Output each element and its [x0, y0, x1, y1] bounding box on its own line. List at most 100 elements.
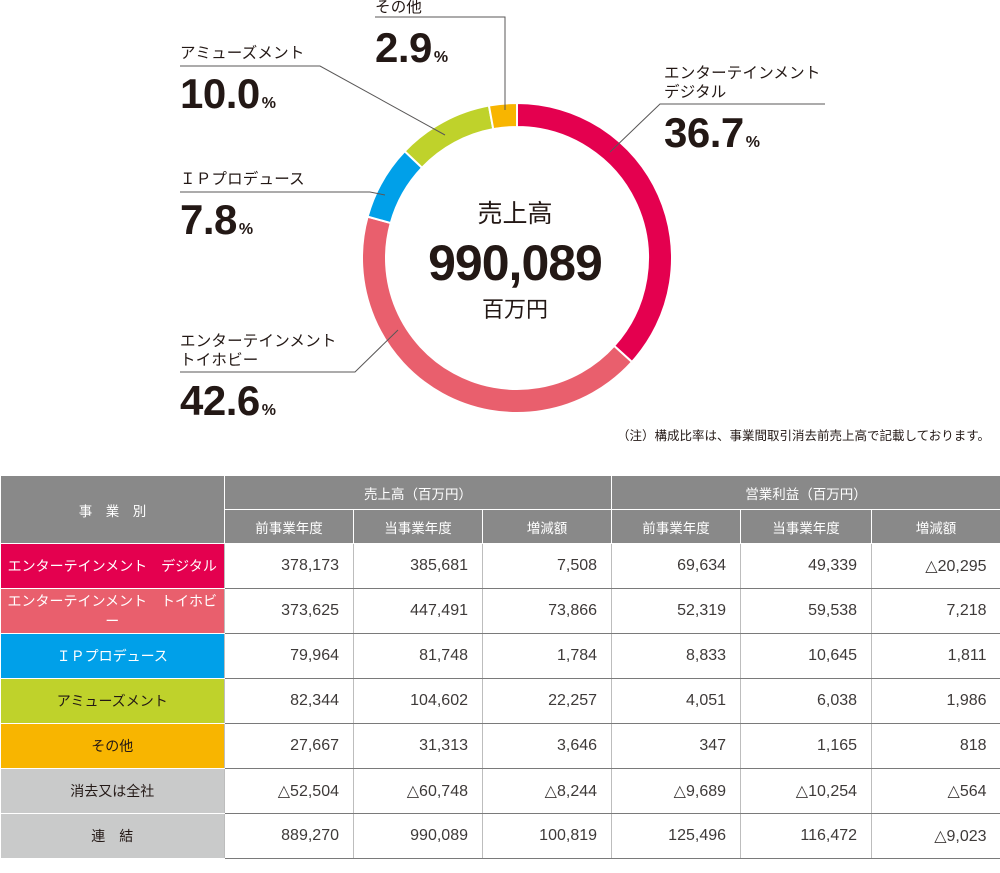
header-sales-group: 売上高（百万円） [223, 475, 613, 510]
leader-line-toyhobby [180, 329, 399, 373]
percent-unit: % [745, 134, 760, 151]
slice-percent-ip: 7.8% [180, 199, 253, 251]
slice-label-toyhobby: エンターテインメント トイホビー [180, 332, 337, 369]
value-cell: 31,313 [353, 723, 483, 769]
table-row: エンターテインメント トイホビー 373,625 447,491 73,866 52,3… [0, 588, 1000, 634]
leader-line-ip [180, 191, 386, 196]
value-cell: 1,165 [740, 723, 872, 769]
value-cell: △564 [871, 768, 1000, 814]
footnote: （注）構成比率は、事業間取引消去前売上高で記載しております。 [616, 428, 990, 443]
value-cell: 7,508 [481, 543, 612, 589]
value-cell: 69,634 [611, 543, 741, 589]
value-cell: △10,254 [740, 768, 872, 814]
donut-chart [180, 16, 825, 414]
segment-name-cell: ＩＰプロデュース [0, 633, 225, 679]
percent-value: 42.6 [180, 377, 260, 424]
percent-value: 7.8 [180, 196, 237, 243]
value-cell: △8,244 [481, 768, 612, 814]
segment-name-cell: エンターテインメント デジタル [0, 543, 225, 589]
center-unit: 百万円 [481, 298, 548, 323]
header-profit-group: 営業利益（百万円） [611, 475, 1000, 510]
leader-lines [180, 16, 825, 373]
value-cell: 1,811 [871, 633, 1000, 679]
value-cell: 385,681 [353, 543, 483, 589]
header-col-profit-prev: 前事業年度 [611, 509, 742, 544]
slice-percent-digital: 36.7% [664, 109, 760, 164]
percent-value: 2.9 [375, 24, 432, 71]
table-row: 消去又は全社 △52,504 △60,748 △8,244 △9,689 △10,254 △… [0, 768, 1000, 814]
table-row: ＩＰプロデュース 79,964 81,748 1,784 8,833 10,645 1,81… [0, 633, 1000, 679]
value-cell: 818 [871, 723, 1000, 769]
center-label: 売上高 [477, 199, 553, 228]
donut-slices [361, 101, 673, 414]
value-cell: 1,986 [871, 678, 1000, 724]
segment-name-cell: エンターテインメント トイホビー [0, 588, 225, 634]
percent-value: 10.0 [180, 70, 260, 117]
percent-unit: % [238, 221, 253, 238]
value-cell: 49,339 [740, 543, 872, 589]
value-cell: 347 [611, 723, 741, 769]
value-cell: 990,089 [353, 813, 483, 859]
value-cell: △9,689 [611, 768, 741, 814]
slice-percent-toyhobby: 42.6% [180, 377, 276, 432]
leader-line-digital [609, 103, 825, 153]
donut-slice-other [487, 101, 518, 131]
slice-label-digital: エンターテインメント デジタル [664, 64, 821, 101]
value-cell: 10,645 [740, 633, 872, 679]
slice-label-ip: ＩＰプロデュース [180, 170, 305, 188]
segment-name-cell: その他 [0, 723, 225, 769]
leader-line-other [375, 16, 506, 110]
value-cell: 52,319 [611, 588, 741, 634]
value-cell: 1,784 [481, 633, 612, 679]
value-cell: △20,295 [871, 543, 1000, 589]
slice-percent-amusement: 10.0% [180, 70, 276, 125]
segment-table: 事 業 別 売上高（百万円） 営業利益（百万円） 前事業年度 当事業年度 増減額… [0, 475, 1000, 859]
segment-name-cell: アミューズメント [0, 678, 225, 724]
table-row: アミューズメント 82,344 104,602 22,257 4,051 6,038 1,9… [0, 678, 1000, 724]
header-col-profit-curr: 当事業年度 [740, 509, 873, 544]
value-cell: 116,472 [740, 813, 872, 859]
value-cell: 125,496 [611, 813, 741, 859]
value-cell: 59,538 [740, 588, 872, 634]
value-cell: 73,866 [481, 588, 612, 634]
header-col-sales-diff: 増減額 [481, 509, 613, 544]
value-cell: △60,748 [353, 768, 483, 814]
donut-slice-amusement [403, 104, 495, 170]
value-cell: 8,833 [611, 633, 741, 679]
value-cell: 447,491 [353, 588, 483, 634]
value-cell: 22,257 [481, 678, 612, 724]
value-cell: 79,964 [224, 633, 354, 679]
segment-name-cell: 消去又は全社 [0, 768, 225, 814]
value-cell: 373,625 [224, 588, 354, 634]
percent-unit: % [261, 402, 276, 419]
value-cell: 7,218 [871, 588, 1000, 634]
table-row: その他 27,667 31,313 3,646 347 1,165 818 [0, 723, 1000, 769]
percent-unit: % [261, 95, 276, 112]
value-cell: 82,344 [224, 678, 354, 724]
value-cell: 104,602 [353, 678, 483, 724]
value-cell: 81,748 [353, 633, 483, 679]
value-cell: 6,038 [740, 678, 872, 724]
value-cell: △9,023 [871, 813, 1000, 859]
header-col-sales-curr: 当事業年度 [353, 509, 483, 544]
table-row: 連 結 889,270 990,089 100,819 125,496 116,472 △9… [0, 813, 1000, 859]
value-cell: 378,173 [224, 543, 354, 589]
value-cell: 3,646 [481, 723, 612, 769]
table-body: エンターテインメント デジタル 378,173 385,681 7,508 69,634… [0, 543, 1000, 859]
header-col-sales-prev: 前事業年度 [224, 509, 354, 544]
table-row: エンターテインメント デジタル 378,173 385,681 7,508 69,634… [0, 543, 1000, 589]
leader-line-amusement [180, 65, 446, 136]
percent-value: 36.7 [664, 109, 744, 156]
header-col-profit-diff: 増減額 [871, 509, 1000, 544]
percent-unit: % [433, 49, 448, 66]
header-segment: 事 業 別 [0, 475, 225, 544]
value-cell: △52,504 [224, 768, 354, 814]
segment-name-cell: 連 結 [0, 813, 225, 859]
value-cell: 4,051 [611, 678, 741, 724]
slice-percent-other: 2.9% [375, 27, 448, 79]
slice-label-amusement: アミューズメント [180, 44, 305, 62]
slice-label-other: その他 [375, 0, 423, 16]
center-value: 990,089 [428, 235, 603, 291]
value-cell: 100,819 [481, 813, 612, 859]
value-cell: 889,270 [224, 813, 354, 859]
